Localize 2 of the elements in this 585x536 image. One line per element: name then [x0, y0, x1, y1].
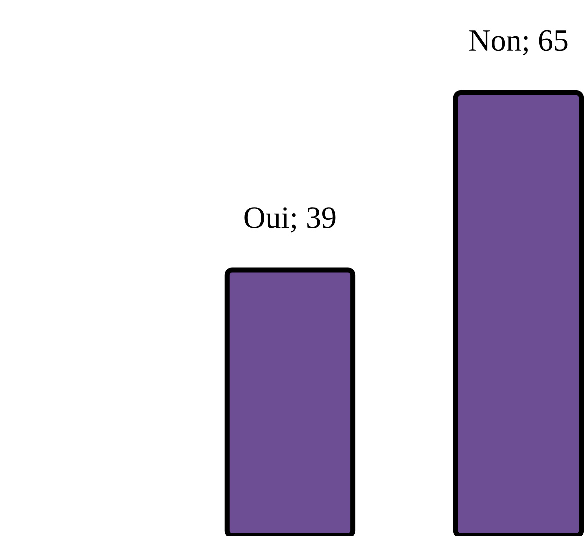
data-label: Oui; 39: [244, 208, 336, 233]
data-label: Non; 65: [469, 30, 568, 56]
